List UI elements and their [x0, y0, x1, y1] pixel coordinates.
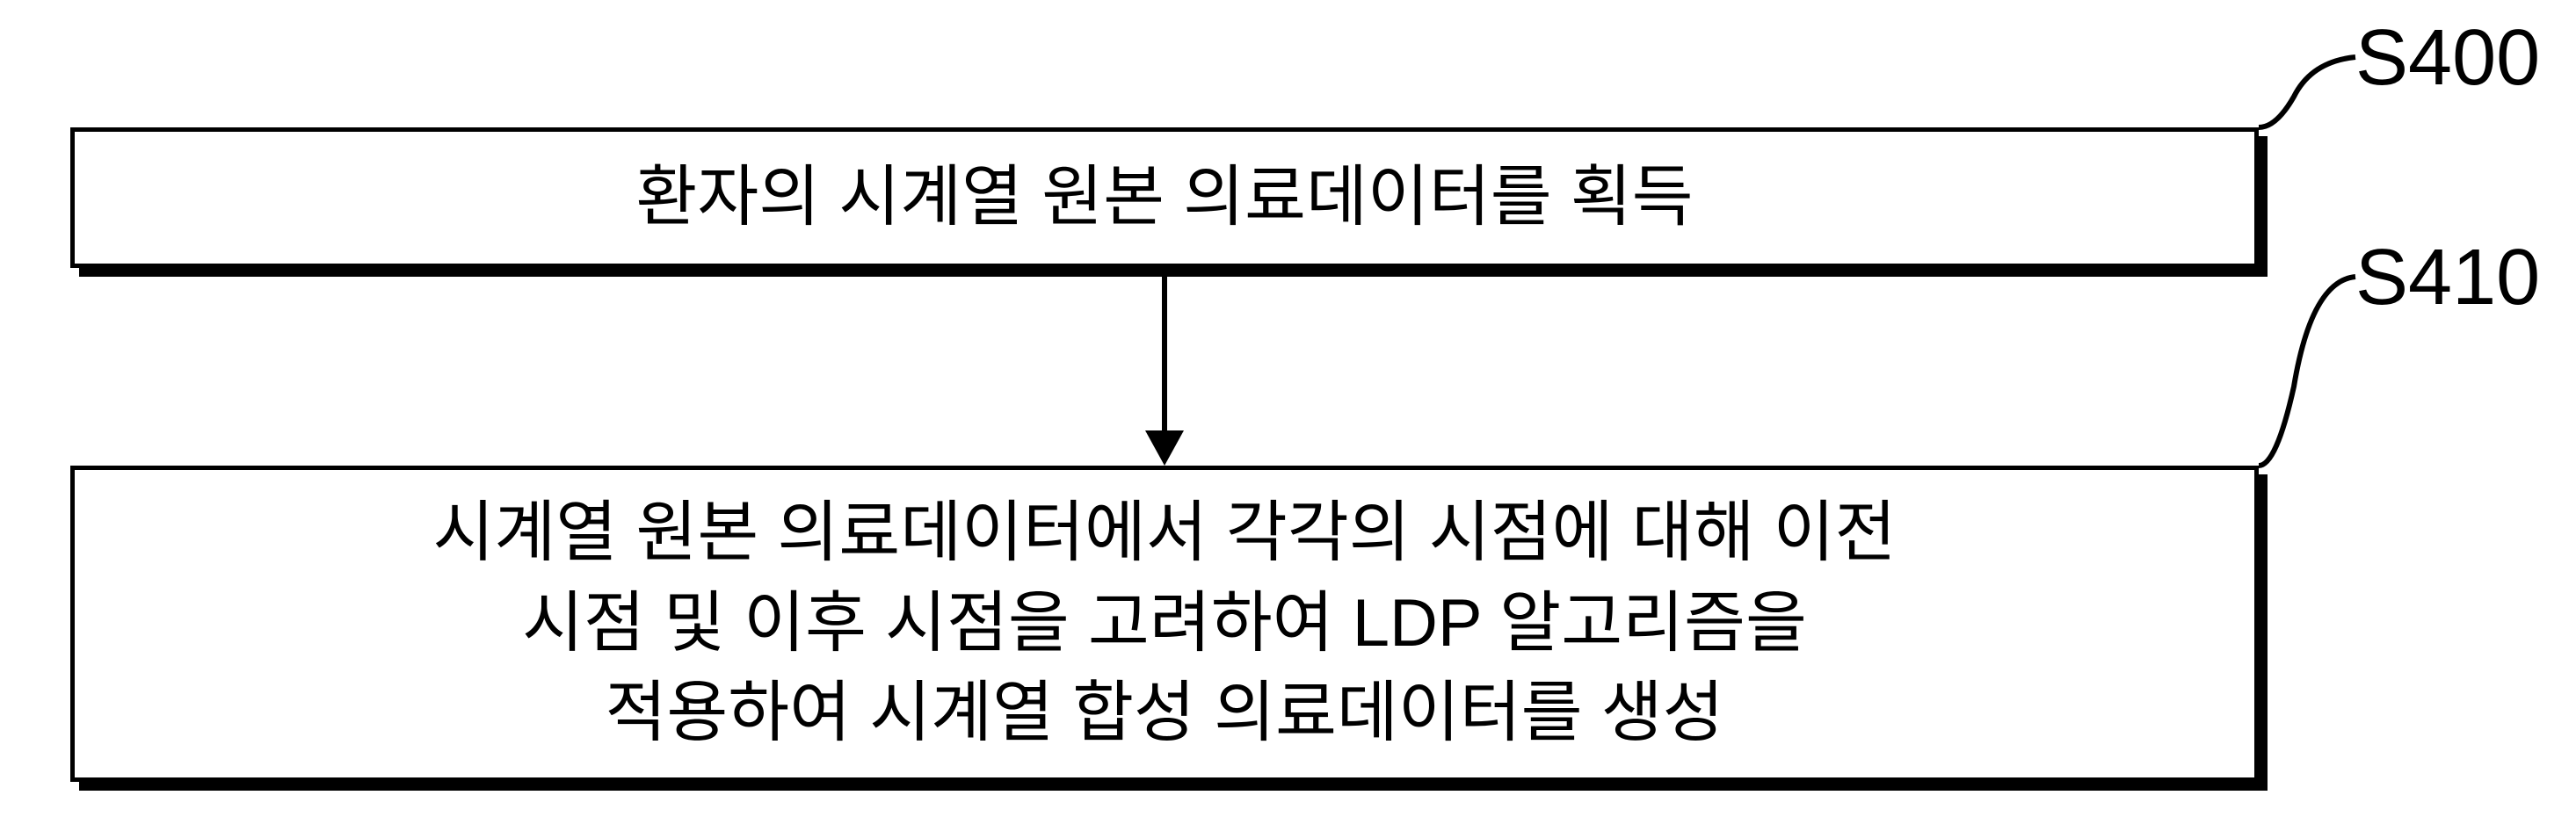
flow-box-s400: 환자의 시계열 원본 의료데이터를 획득 [70, 127, 2259, 268]
flowchart-container: 환자의 시계열 원본 의료데이터를 획득 S400 시계열 원본 의료데이터에서… [0, 0, 2576, 817]
step-label-s410: S410 [2355, 233, 2540, 323]
flow-box-s410: 시계열 원본 의료데이터에서 각각의 시점에 대해 이전시점 및 이후 시점을 … [70, 466, 2259, 782]
label-connector-s410 [2250, 264, 2364, 470]
flow-box-text-1: 환자의 시계열 원본 의료데이터를 획득 [635, 153, 1693, 243]
arrow-head-1 [1145, 430, 1184, 466]
label-connector-s400 [2250, 44, 2364, 132]
flow-box-text-2: 시계열 원본 의료데이터에서 각각의 시점에 대해 이전시점 및 이후 시점을 … [433, 488, 1897, 759]
step-label-s400: S400 [2355, 13, 2540, 104]
arrow-line-1 [1162, 277, 1167, 435]
